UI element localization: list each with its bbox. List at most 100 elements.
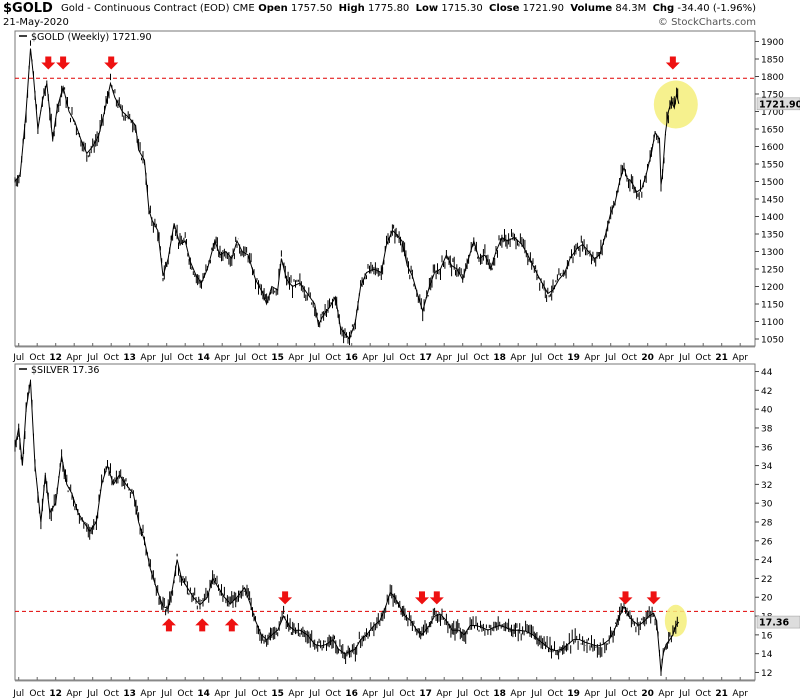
silver-x-tick-label: Oct [251,689,267,699]
gold-price-bars [14,40,680,346]
silver-y-tick-label: 28 [761,519,773,529]
gold-x-tick-label: 19 [567,353,580,363]
silver-x-tick-label: Jul [234,689,246,699]
gold-price-line [14,48,680,340]
gold-y-tick-label: 1750 [761,91,784,101]
silver-x-tick-label: Oct [29,689,45,699]
gold-x-tick-label: Apr [658,353,674,363]
low-value: 1715.30 [441,3,483,14]
exchange-name: CME [232,3,255,14]
open-value: 1757.50 [290,3,333,14]
gold-y-tick-label: 1850 [761,56,784,66]
silver-x-tick-label: 12 [49,689,62,699]
open-label: Open [258,3,288,14]
gold-x-tick-label: Apr [288,353,304,363]
silver-x-tick-label: Jul [530,689,542,699]
silver-x-tick-label: Apr [732,689,748,699]
gold-x-tick-label: Apr [436,353,452,363]
silver-price-line [14,380,680,673]
silver-x-tick-label: Jul [86,689,98,699]
gold-x-tick-label: Apr [66,353,82,363]
silver-y-tick-label: 38 [761,424,773,434]
gold-y-tick-label: 1550 [761,161,784,171]
volume-value: 84.3M [615,3,647,14]
chart-subtitle: Gold - Continuous Contract (EOD) CME [61,3,255,14]
change-value: -34.40 (-1.96%) [677,3,756,14]
silver-up-arrow [224,618,239,632]
silver-x-tick-label: Jul [308,689,320,699]
gold-y-tick-label: 1150 [761,301,784,311]
silver-x-tick-label: 20 [641,689,654,699]
gold-x-tick-label: Apr [214,353,230,363]
silver-y-tick-label: 20 [761,594,773,604]
silver-x-tick-label: Apr [66,689,82,699]
silver-x-tick-label: Apr [658,689,674,699]
silver-x-tick-label: Jul [604,689,616,699]
silver-x-tick-label: Apr [288,689,304,699]
gold-x-tick-label: Jul [12,353,24,363]
gold-y-tick-label: 1600 [761,143,784,153]
gold-x-tick-label: 17 [419,353,432,363]
gold-y-tick-label: 1300 [761,248,784,258]
gold-x-tick-label: 14 [197,353,210,363]
silver-last-value-label: 17.36 [759,618,789,629]
silver-x-tick-label: Apr [436,689,452,699]
silver-up-arrow [161,618,176,632]
silver-x-tick-label: Oct [325,689,341,699]
gold-x-tick-label: Oct [621,353,637,363]
silver-y-tick-label: 14 [761,650,773,660]
silver-x-tick-label: 15 [271,689,284,699]
gold-x-tick-label: Oct [547,353,563,363]
gold-highlight-circle [653,80,698,129]
silver-x-tick-label: 21 [715,689,728,699]
gold-x-tick-label: Oct [103,353,119,363]
gold-y-tick-label: 1900 [761,38,784,48]
gold-last-value-label: 1721.90 [759,99,800,110]
silver-down-arrow [618,591,633,605]
gold-x-tick-label: Apr [140,353,156,363]
silver-x-tick-label: Oct [473,689,489,699]
gold-x-tick-label: Apr [732,353,748,363]
quote-bar: Open 1757.50 High 1775.80 Low 1715.30 Cl… [258,3,756,14]
silver-x-tick-label: Apr [362,689,378,699]
gold-x-tick-label: 20 [641,353,654,363]
silver-price-wicks [14,379,678,676]
gold-y-tick-label: 1250 [761,266,784,276]
silver-x-tick-label: 14 [197,689,210,699]
gold-y-tick-label: 1500 [761,178,784,188]
gold-y-tick-label: 1800 [761,73,784,83]
gold-x-tick-label: 21 [715,353,728,363]
silver-y-tick-label: 32 [761,481,772,491]
silver-x-tick-label: Apr [214,689,230,699]
silver-x-tick-label: Oct [695,689,711,699]
gold-x-tick-label: 13 [123,353,136,363]
gold-x-tick-label: Jul [382,353,394,363]
change-label: Chg [652,3,675,14]
gold-x-tick-label: Jul [530,353,542,363]
gold-x-tick-label: Oct [695,353,711,363]
gold-x-tick-label: Oct [29,353,45,363]
silver-x-tick-label: Apr [510,689,526,699]
silver-plot-frame [14,363,756,681]
close-value: 1721.90 [522,3,564,14]
silver-down-arrow [415,591,429,605]
silver-x-tick-label: 13 [123,689,136,699]
gold-x-tick-label: Jul [678,353,690,363]
silver-x-tick-label: 19 [567,689,580,699]
silver-y-tick-label: 22 [761,575,772,585]
close-label: Close [489,3,520,14]
gold-x-tick-label: Apr [510,353,526,363]
chart-header: $GOLD Gold - Continuous Contract (EOD) C… [0,0,800,30]
silver-y-tick-label: 12 [761,669,772,679]
silver-x-tick-label: Apr [584,689,600,699]
gold-x-tick-label: Oct [473,353,489,363]
gold-x-tick-label: Jul [86,353,98,363]
silver-x-tick-label: 18 [493,689,506,699]
gold-x-tick-label: Jul [604,353,616,363]
gold-x-tick-label: 18 [493,353,506,363]
gold-y-tick-label: 1450 [761,196,784,206]
gold-legend-label: $GOLD (Weekly) 1721.90 [31,32,152,43]
gold-y-tick-label: 1700 [761,108,784,118]
gold-x-tick-label: 12 [49,353,62,363]
